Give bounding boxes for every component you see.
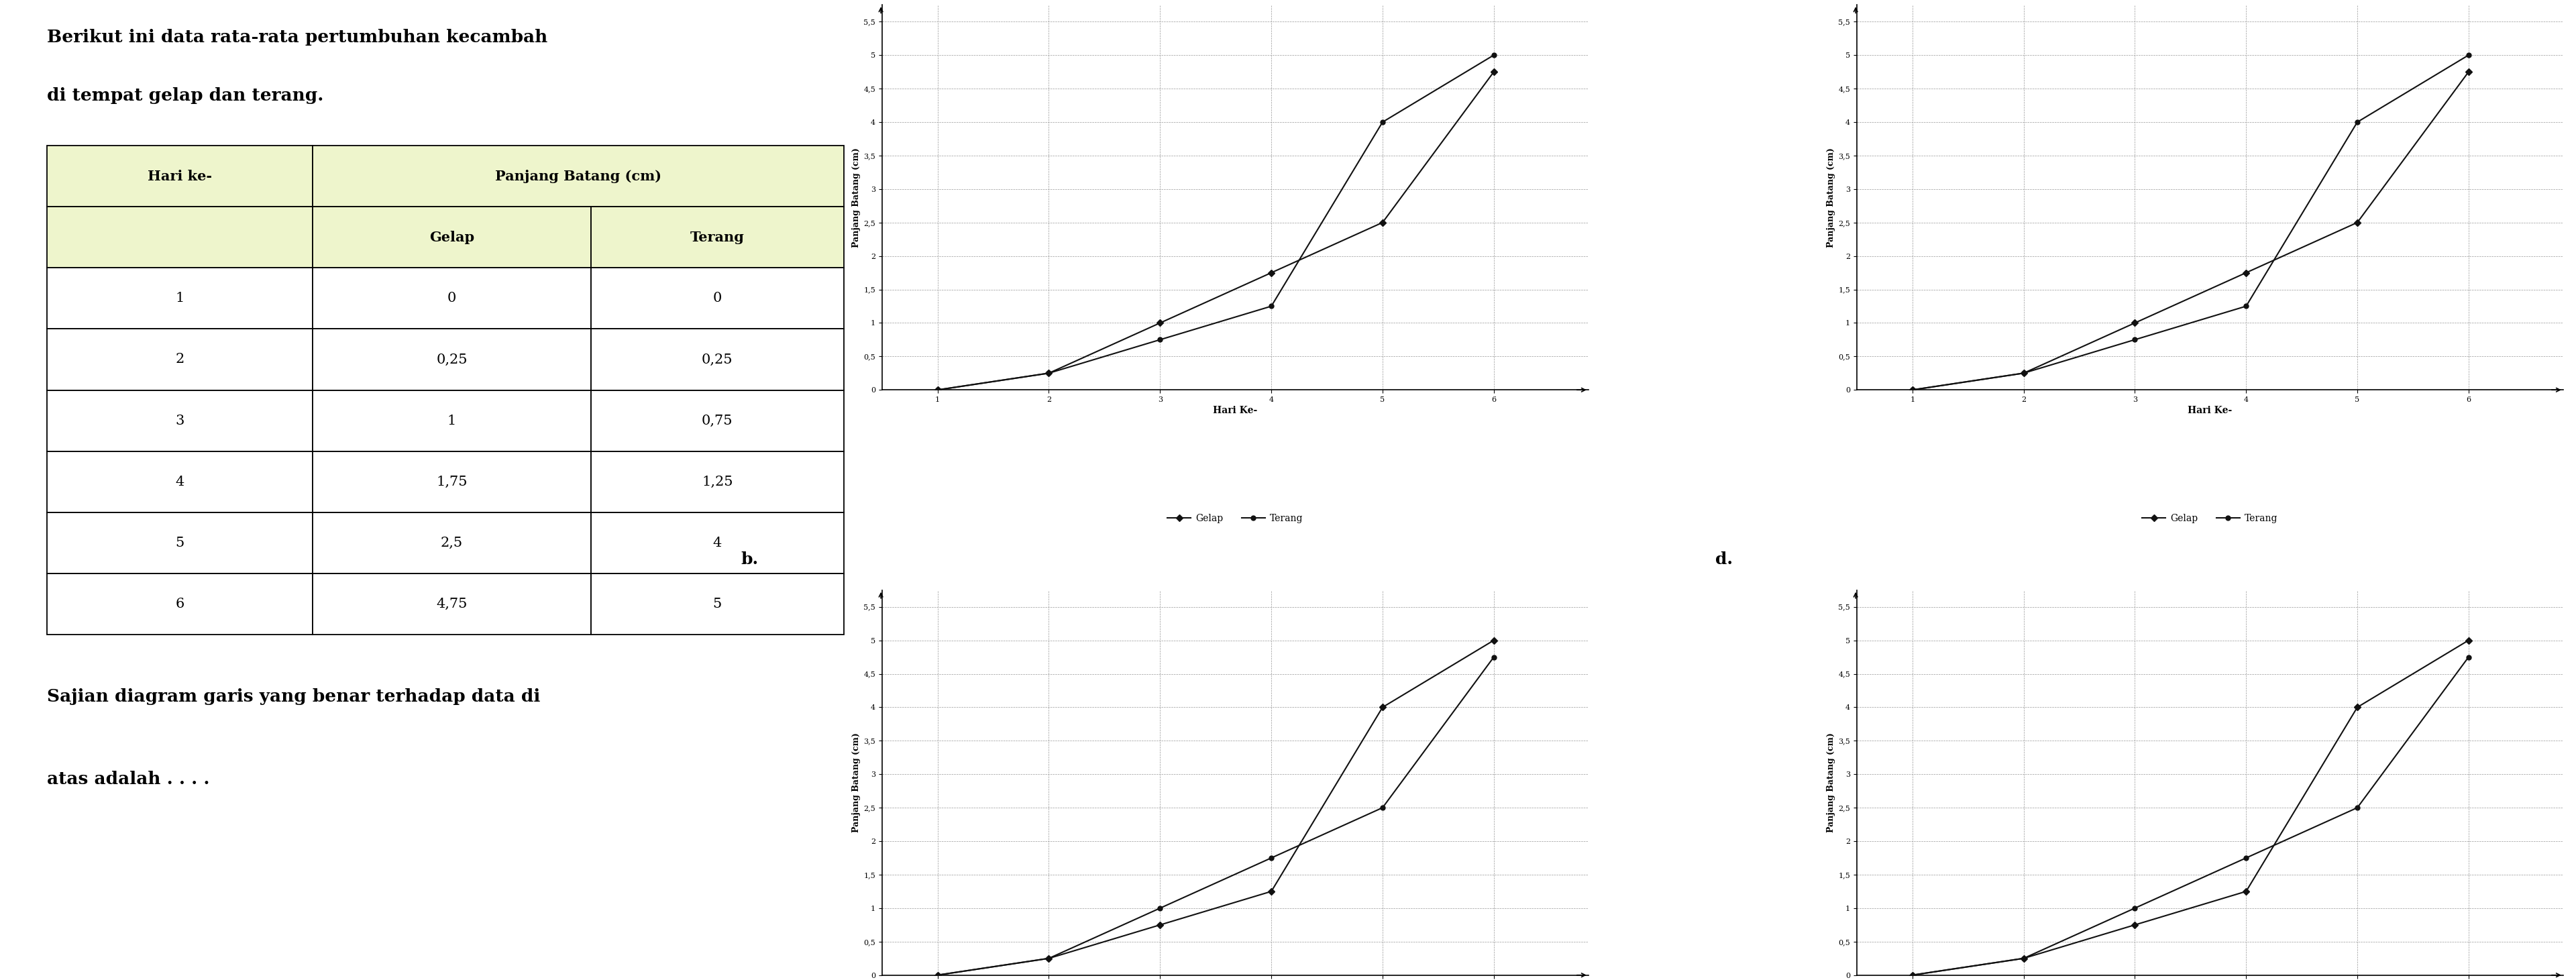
Text: 0,25: 0,25 [701, 353, 734, 366]
Text: 4: 4 [175, 475, 185, 488]
Text: 5: 5 [714, 598, 721, 611]
Text: Terang: Terang [690, 230, 744, 244]
Text: Sajian diagram garis yang benar terhadap data di: Sajian diagram garis yang benar terhadap… [46, 688, 541, 705]
Bar [312, 390, 590, 451]
Bar [590, 268, 842, 329]
Text: Gelap: Gelap [430, 230, 474, 244]
Bar [312, 513, 590, 573]
Bar [312, 207, 590, 268]
Bar [312, 451, 590, 513]
Bar [46, 146, 312, 207]
Text: 1,25: 1,25 [701, 475, 734, 488]
Text: 0,75: 0,75 [701, 415, 734, 427]
Text: 4,75: 4,75 [435, 598, 466, 611]
Legend: Gelap, Terang: Gelap, Terang [1164, 510, 1306, 527]
Text: b.: b. [742, 552, 757, 567]
Y-axis label: Panjang Batang (cm): Panjang Batang (cm) [853, 147, 860, 247]
Text: 3: 3 [175, 415, 185, 427]
Bar [590, 390, 842, 451]
Text: 0,25: 0,25 [435, 353, 466, 366]
Bar [46, 207, 312, 268]
Bar [590, 329, 842, 390]
Bar [590, 513, 842, 573]
Bar [312, 146, 842, 207]
Text: Hari ke-: Hari ke- [147, 170, 211, 183]
Text: 0: 0 [714, 292, 721, 305]
Y-axis label: Panjang Batang (cm): Panjang Batang (cm) [1826, 147, 1837, 247]
Bar [312, 573, 590, 635]
Text: 1: 1 [175, 292, 185, 305]
Text: atas adalah . . . .: atas adalah . . . . [46, 770, 209, 787]
Bar [46, 451, 312, 513]
Text: 1: 1 [448, 415, 456, 427]
Text: 1,75: 1,75 [435, 475, 466, 488]
Text: Berikut ini data rata-rata pertumbuhan kecambah: Berikut ini data rata-rata pertumbuhan k… [46, 29, 549, 46]
Text: 6: 6 [175, 598, 185, 611]
Bar [590, 207, 842, 268]
Bar [312, 268, 590, 329]
Text: 0: 0 [448, 292, 456, 305]
Text: 2: 2 [175, 353, 185, 366]
Bar [46, 573, 312, 635]
Text: d.: d. [1716, 552, 1734, 567]
Bar [590, 451, 842, 513]
Text: 4: 4 [714, 536, 721, 549]
X-axis label: Hari Ke-: Hari Ke- [2187, 406, 2233, 416]
X-axis label: Hari Ke-: Hari Ke- [1213, 406, 1257, 416]
Text: 2,5: 2,5 [440, 536, 464, 549]
Text: di tempat gelap dan terang.: di tempat gelap dan terang. [46, 87, 325, 104]
Y-axis label: Panjang Batang (cm): Panjang Batang (cm) [853, 733, 860, 833]
Y-axis label: Panjang Batang (cm): Panjang Batang (cm) [1826, 733, 1837, 833]
Text: 5: 5 [175, 536, 185, 549]
Bar [46, 268, 312, 329]
Bar [46, 390, 312, 451]
Bar [312, 329, 590, 390]
Bar [46, 513, 312, 573]
Legend: Gelap, Terang: Gelap, Terang [2138, 510, 2282, 527]
Bar [46, 329, 312, 390]
Text: Panjang Batang (cm): Panjang Batang (cm) [495, 170, 662, 183]
Bar [590, 573, 842, 635]
